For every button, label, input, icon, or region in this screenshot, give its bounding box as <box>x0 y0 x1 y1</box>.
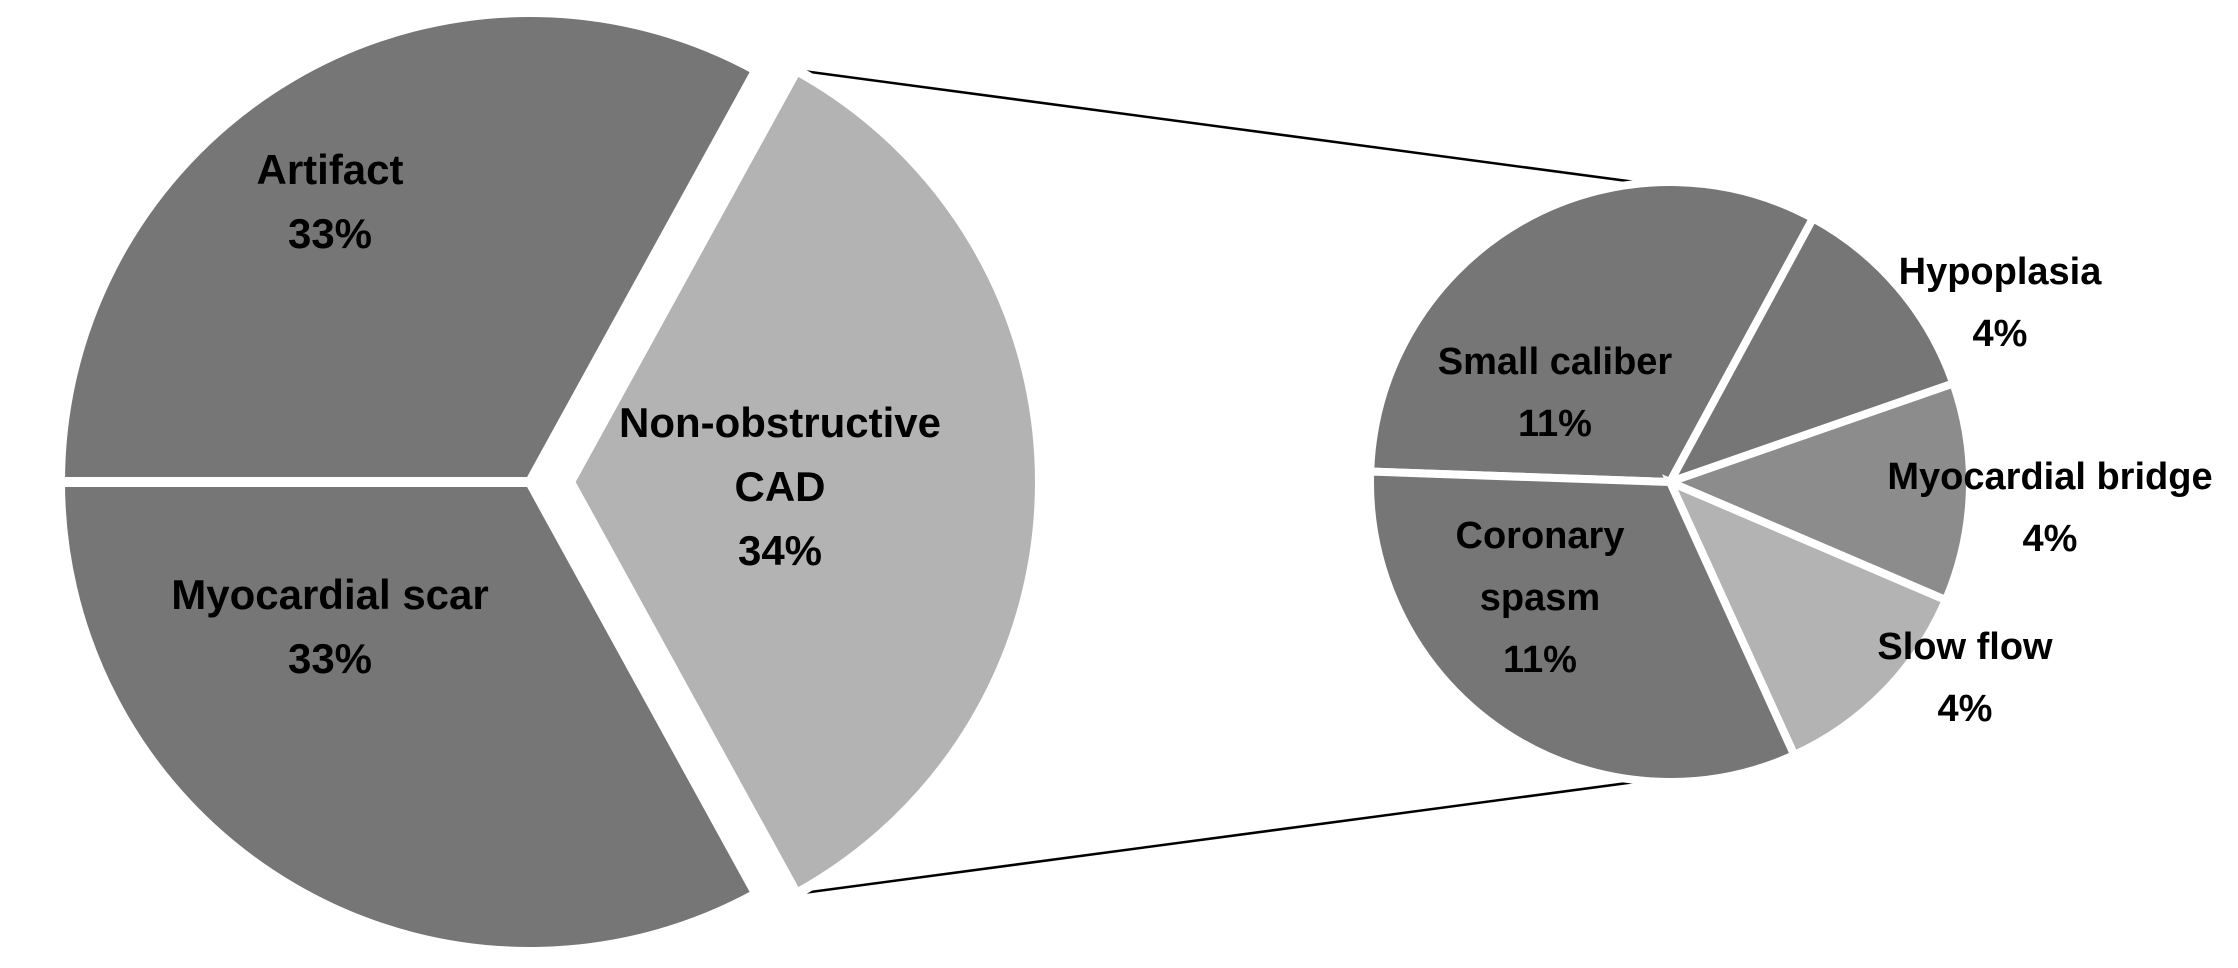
main-slice-myocardial-scar <box>54 477 764 957</box>
sub-slice-hypoplasia <box>1661 212 1959 490</box>
connector-line-top <box>796 68 1651 186</box>
connector-lines <box>796 68 1651 896</box>
main-pie <box>54 7 1045 957</box>
main-slice-non-obstructive-cad <box>564 63 1045 901</box>
main-label-non-obstructive-cad-text: CAD <box>735 463 826 510</box>
sub-label-coronary-spasm-text: Coronary <box>1456 515 1625 557</box>
main-label-artifact-text: Artifact <box>256 146 403 193</box>
sub-slice-myocardial-bridge <box>1658 378 1974 606</box>
sub-label-hypoplasia-text: Hypoplasia <box>1899 251 2103 293</box>
slice-labels: Artifact 33% Non-obstructive CAD 34% Myocardi… <box>171 146 2212 730</box>
sub-slice-slow-flow <box>1662 474 1952 761</box>
sub-label-slow-flow-value: 4% <box>1938 688 1993 730</box>
sub-slice-small-caliber <box>1366 178 1819 487</box>
sub-label-myocardial-bridge-text: Myocardial bridge <box>1887 456 2212 498</box>
main-label-myocardial-scar-value: 33% <box>288 635 372 682</box>
sub-slice-coronary-spasm <box>1366 467 1800 786</box>
main-label-non-obstructive-cad-value: 34% <box>738 527 822 574</box>
sub-label-slow-flow-text: Slow flow <box>1877 626 2053 668</box>
sub-label-coronary-spasm-text: spasm <box>1480 577 1600 619</box>
main-slice-artifact <box>54 7 764 487</box>
main-label-artifact-value: 33% <box>288 210 372 257</box>
connector-line-bottom <box>796 778 1651 896</box>
main-label-non-obstructive-cad-text: Non-obstructive <box>619 399 941 446</box>
sub-label-coronary-spasm-value: 11% <box>1503 639 1577 681</box>
sub-label-small-caliber-value: 11% <box>1518 403 1592 445</box>
sub-label-myocardial-bridge-value: 4% <box>2023 518 2078 560</box>
main-label-myocardial-scar-text: Myocardial scar <box>171 571 489 618</box>
sub-label-hypoplasia-value: 4% <box>1973 313 2028 355</box>
breakdown-pie <box>1366 178 1974 786</box>
sub-label-small-caliber-text: Small caliber <box>1438 341 1673 383</box>
